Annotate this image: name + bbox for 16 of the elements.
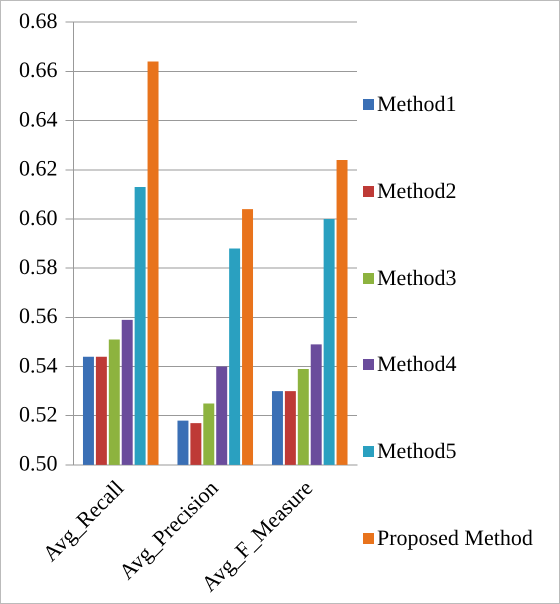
y-tick-label: 0.68 <box>19 8 58 33</box>
legend-label: Method2 <box>377 178 456 204</box>
y-tick-label: 0.60 <box>19 204 58 230</box>
legend-label: Method3 <box>377 264 456 291</box>
y-tick-label: 0.62 <box>19 156 58 181</box>
y-tick-label: 0.50 <box>19 450 58 476</box>
legend-label: Method4 <box>377 351 456 378</box>
legend-label: Method5 <box>377 438 456 464</box>
y-tick-label: 0.56 <box>19 303 58 328</box>
legend-label: Method1 <box>377 91 456 118</box>
y-tick-label: 0.58 <box>19 254 58 279</box>
y-tick-label: 0.66 <box>19 57 58 82</box>
y-tick-label: 0.52 <box>19 402 58 427</box>
legend-label: Proposed Method <box>377 524 533 551</box>
y-tick-label: 0.54 <box>19 352 58 378</box>
y-tick-label: 0.64 <box>19 106 58 132</box>
